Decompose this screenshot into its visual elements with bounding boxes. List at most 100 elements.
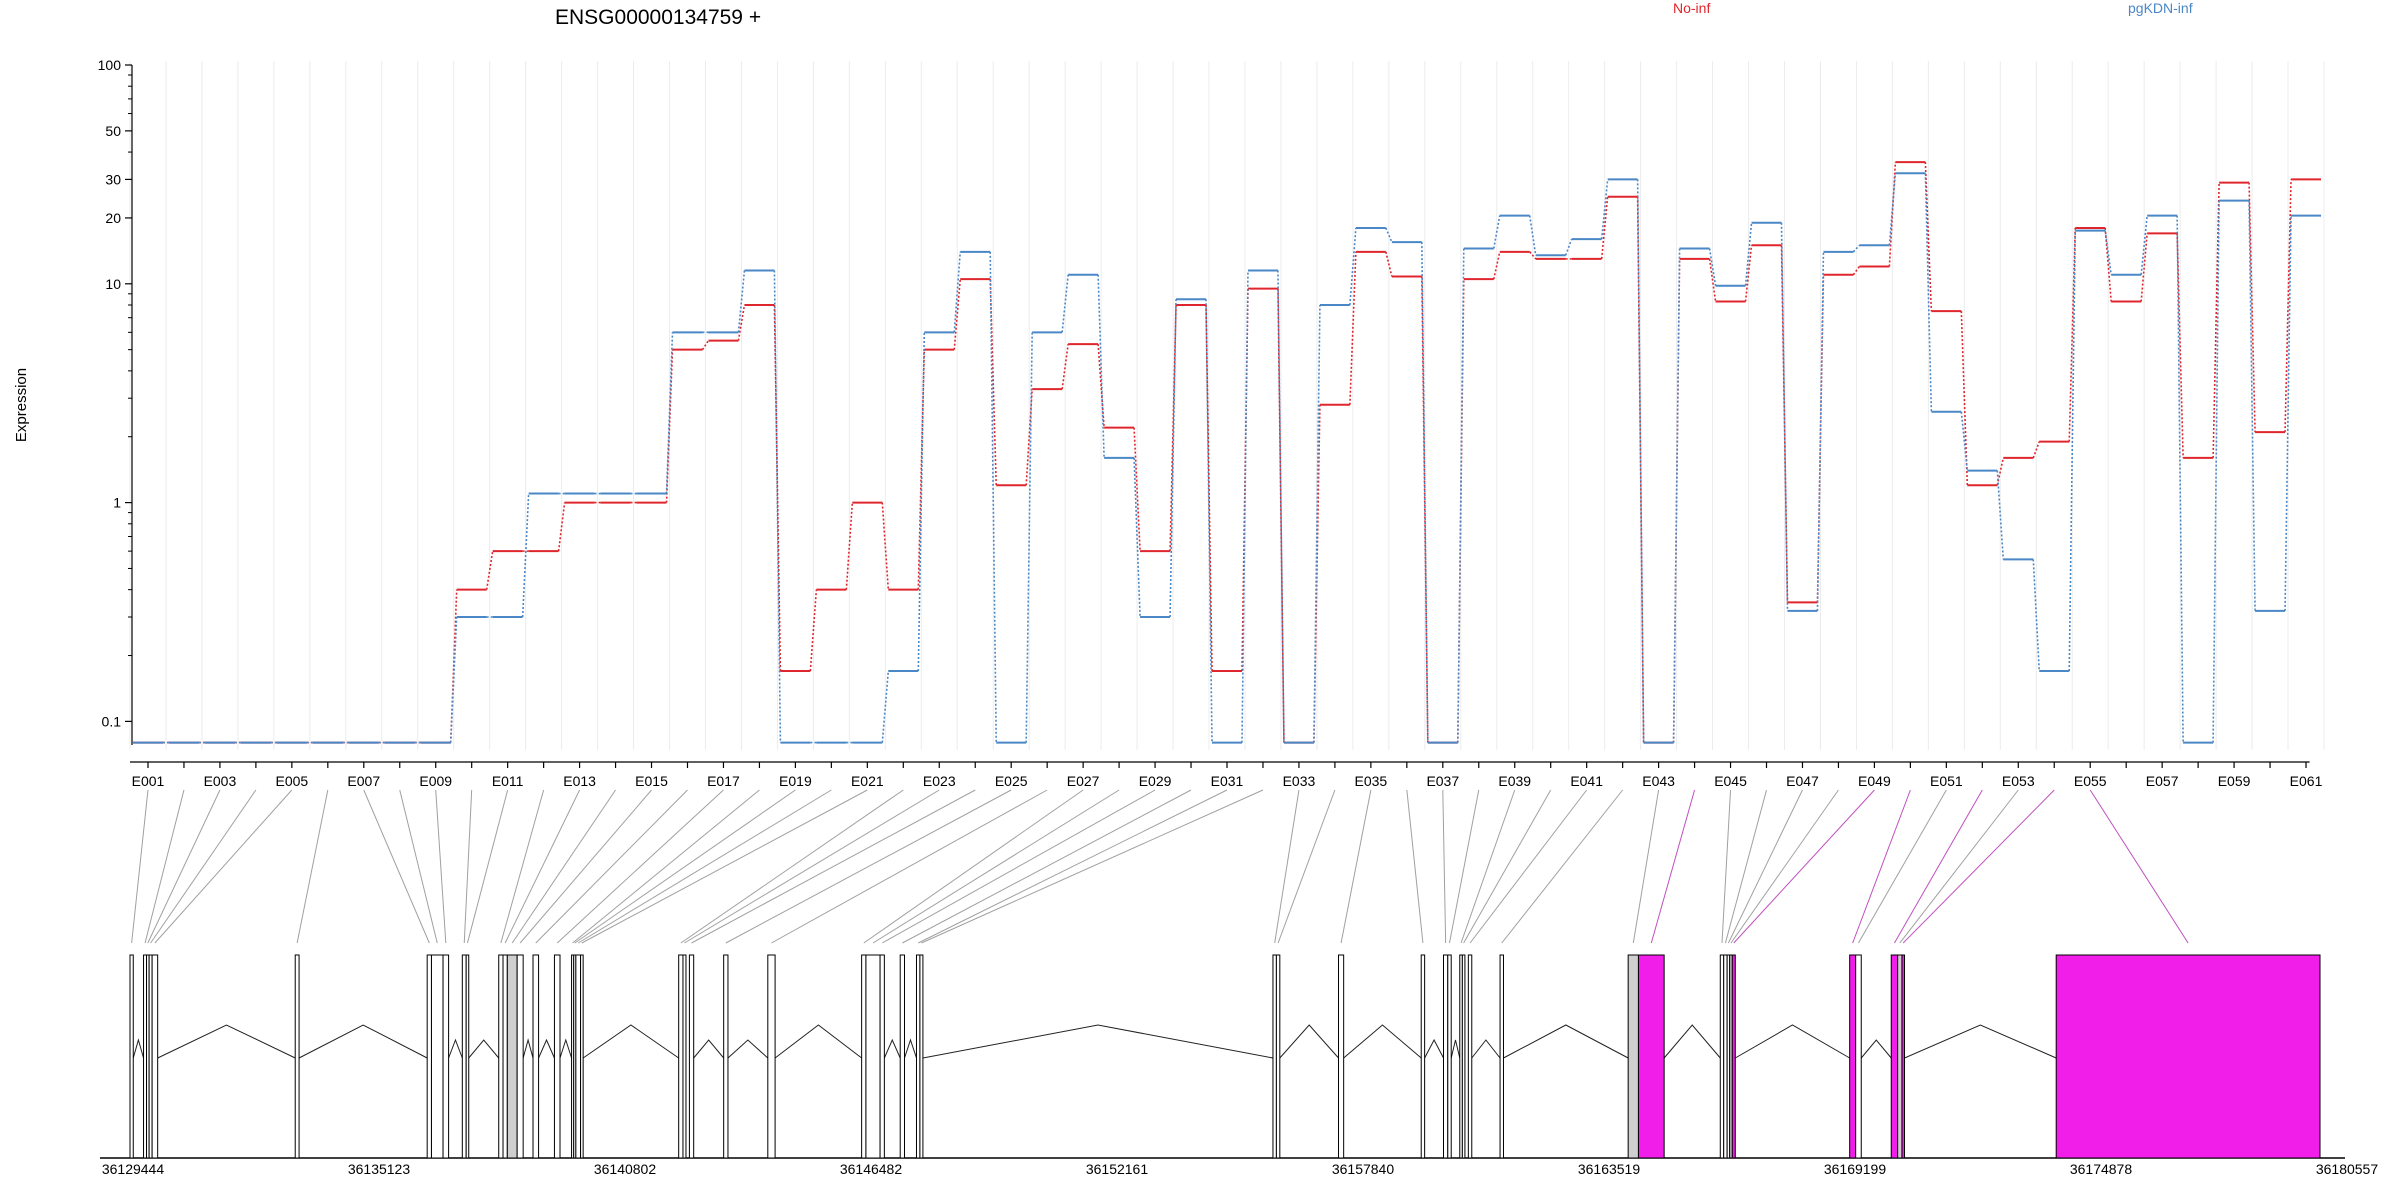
genomic-coordinate-label: 36169199	[1824, 1161, 1887, 1177]
connector-E022	[917, 332, 926, 671]
x-tick-label: E033	[1283, 773, 1316, 789]
connector-E050	[1852, 789, 1911, 944]
connector-E039	[1460, 789, 1516, 944]
x-tick-label: E043	[1642, 773, 1675, 789]
connector-E044	[1650, 789, 1696, 944]
intron-line	[522, 1038, 534, 1059]
intron-line	[1904, 1024, 2057, 1059]
connector-E016	[535, 789, 688, 944]
connector-E007	[363, 789, 430, 944]
connector-E032	[921, 789, 1264, 944]
intron-line	[448, 1038, 463, 1059]
exon-E051	[1855, 954, 1862, 1159]
connector-E009	[435, 789, 447, 944]
genomic-coordinate-label: 36163519	[1578, 1161, 1641, 1177]
x-tick-label: E027	[1067, 773, 1100, 789]
x-tick-label: E015	[635, 773, 668, 789]
exon-E052	[1890, 954, 1899, 1159]
exon-E045	[1719, 954, 1725, 1159]
connector-E019	[809, 589, 818, 672]
connector-E051	[1960, 411, 1969, 471]
intron-line	[727, 1039, 769, 1059]
exon-E054	[1901, 954, 1906, 1159]
exon-E029	[879, 954, 885, 1159]
connector-E018	[572, 789, 760, 944]
connector-E059	[2248, 182, 2256, 433]
connector-E023	[953, 251, 962, 333]
series-no-inf	[133, 161, 2321, 744]
connector-E012	[557, 502, 566, 552]
x-tick-label: E057	[2146, 773, 2179, 789]
x-axis: E001 E003 E005 E007 E009 E011 E013 E015 E017 E019…	[130, 761, 2323, 789]
genomic-coordinate-label: 36129444	[102, 1161, 165, 1177]
intron-line	[1503, 1024, 1629, 1059]
connector-E021	[581, 789, 868, 944]
exon-connector-lines	[131, 789, 2189, 944]
connector-E045	[1744, 222, 1753, 286]
intron-line	[559, 1038, 573, 1059]
exon-E026	[767, 954, 776, 1159]
connector-E008	[399, 789, 438, 944]
connector-E053	[2032, 441, 2041, 459]
connector-E028	[872, 789, 1120, 944]
exon-E033	[1272, 954, 1277, 1159]
connector-E056	[2140, 233, 2148, 302]
exon-E032	[919, 954, 924, 1159]
intron-line	[132, 1038, 145, 1059]
y-tick-label: 50	[105, 123, 121, 139]
intron-line	[1450, 1039, 1461, 1059]
x-tick-label: E011	[492, 773, 524, 789]
x-tick-label: E007	[347, 773, 380, 789]
intron-line	[883, 1038, 901, 1059]
x-tick-label: E003	[204, 773, 237, 789]
connector-E046	[1724, 789, 1767, 944]
connector-E009	[449, 616, 458, 743]
y-axis: 100 50 30 20 10 1 0.1	[98, 57, 133, 745]
connector-E011	[466, 789, 509, 944]
connector-E039	[1528, 215, 1537, 256]
connector-E042	[1501, 789, 1624, 944]
intron-line	[1279, 1024, 1339, 1059]
intron-line	[298, 1024, 428, 1059]
x-tick-label: E019	[779, 773, 812, 789]
intron-line	[904, 1038, 917, 1059]
exon-E050	[1849, 954, 1857, 1159]
exon-E015	[516, 954, 524, 1159]
connector-E012	[500, 789, 545, 944]
x-tick-label: E005	[276, 773, 309, 789]
exon-E016	[532, 954, 540, 1159]
connector-E057	[2176, 233, 2184, 458]
exon-E041	[1467, 954, 1473, 1159]
connector-E048	[1852, 244, 1861, 253]
y-tick-label: 0.1	[102, 713, 122, 729]
genomic-coordinate-label: 36180557	[2316, 1161, 2379, 1177]
connector-E028	[1133, 457, 1141, 618]
intron-line	[922, 1024, 1274, 1059]
connector-E037	[1442, 789, 1447, 944]
exon-E023	[682, 954, 687, 1159]
y-tick-label: 20	[105, 210, 121, 226]
intron-line	[538, 1038, 555, 1059]
connector-E027	[1097, 274, 1105, 458]
connector-E049	[1888, 162, 1897, 267]
connector-E001	[131, 789, 149, 944]
exon-E027	[861, 954, 867, 1159]
connector-E039	[1529, 251, 1537, 260]
x-tick-label: E059	[2218, 773, 2251, 789]
x-tick-label: E025	[995, 773, 1028, 789]
exon-E008	[430, 954, 444, 1159]
connector-E026	[1061, 344, 1069, 390]
intron-line	[157, 1024, 296, 1059]
connector-E013	[504, 789, 581, 944]
connector-E022	[680, 789, 904, 944]
connector-E047	[1727, 789, 1803, 944]
x-tick-label: E045	[1714, 773, 1747, 789]
connector-E052	[1996, 457, 2005, 486]
connector-E023	[684, 789, 940, 944]
connector-E033	[1313, 304, 1321, 743]
connector-E060	[2284, 215, 2292, 611]
connector-E010	[463, 789, 473, 944]
connector-E044	[1708, 258, 1717, 302]
connector-E045	[1721, 789, 1732, 944]
connector-E052	[1894, 789, 1983, 944]
